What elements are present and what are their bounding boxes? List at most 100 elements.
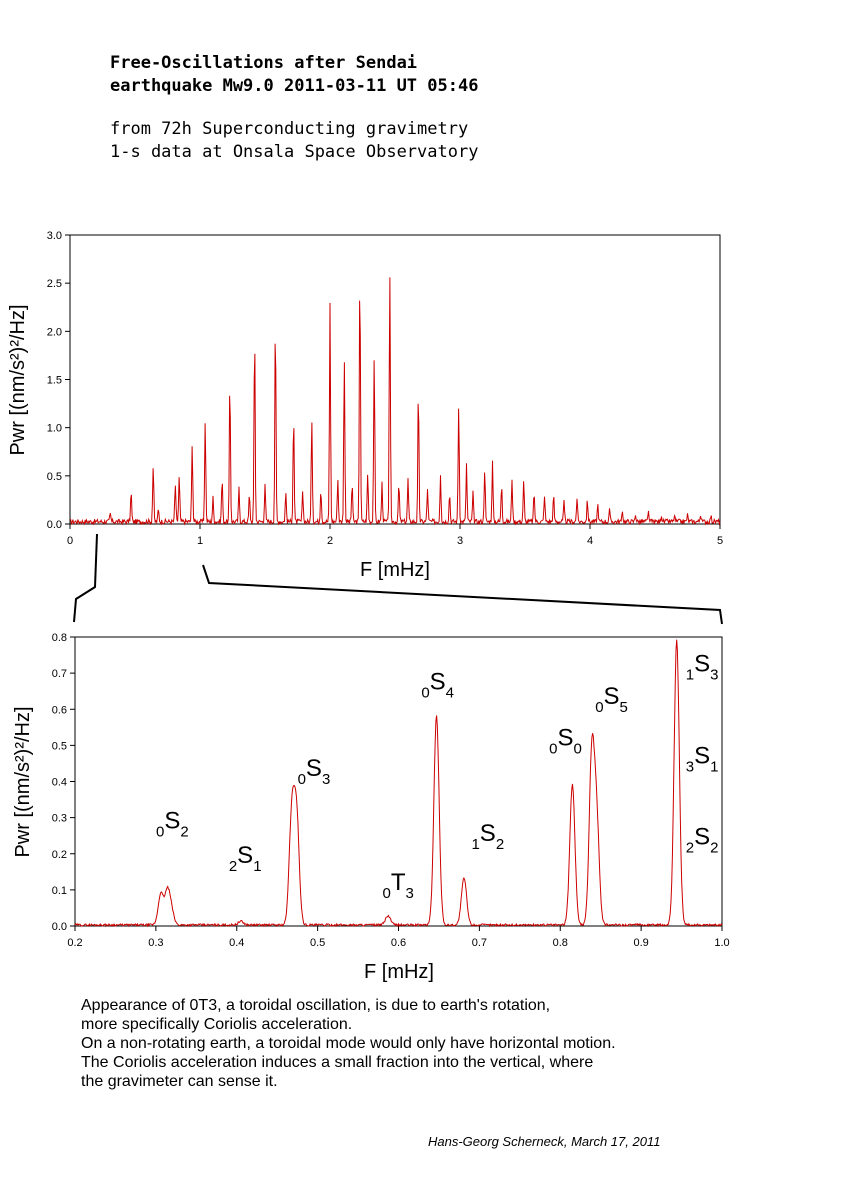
mode-label-1S2: 1S2 <box>471 820 504 853</box>
zoom-y-tick-label: 0.4 <box>52 777 67 789</box>
mode-label-prefix: 0 <box>421 684 429 701</box>
mode-label-letter: S <box>694 824 710 851</box>
overview-y-tick-label: 2.0 <box>47 326 62 338</box>
mode-label-0S2: 0S2 <box>156 807 189 840</box>
caption-line-4: The Coriolis acceleration induces a smal… <box>81 1054 594 1071</box>
mode-label-2S1: 2S1 <box>229 842 262 875</box>
overview-x-tick-label: 0 <box>67 535 73 547</box>
overview-y-ticks: 0.0 0.5 1.0 1.5 2.0 2.5 3.0 <box>47 230 70 531</box>
overview-x-tick-label: 1 <box>197 535 203 547</box>
mode-label-3S1: 3S1 <box>686 742 719 775</box>
mode-label-prefix: 0 <box>595 699 603 716</box>
zoom-connector-right <box>202 564 723 625</box>
mode-label-letter: S <box>694 650 710 677</box>
mode-label-2S2: 2S2 <box>686 824 719 857</box>
mode-label-subscript: 3 <box>710 666 718 683</box>
overview-y-axis-label: Pwr [(nm/s²)²/Hz] <box>7 304 29 455</box>
zoom-chart: 0.0 0.1 0.2 0.3 0.4 0.5 0.6 0.7 0.8 0.2 0.3 0.4 0.5… <box>12 632 730 983</box>
overview-plot-frame <box>69 234 721 525</box>
figure-subtitle: from 72h Superconducting gravimetry 1-s d… <box>110 118 478 164</box>
zoom-x-tick-label: 0.4 <box>229 937 244 949</box>
overview-x-tick-label: 4 <box>587 535 593 547</box>
overview-y-tick-label: 1.5 <box>47 375 62 387</box>
zoom-y-tick-label: 0.8 <box>52 632 67 644</box>
mode-label-prefix: 0 <box>298 771 306 788</box>
overview-spectrum-line <box>69 277 721 526</box>
title-line-1: Free-Oscillations after Sendai <box>110 53 418 73</box>
caption-line-5: the gravimeter can sense it. <box>81 1073 278 1090</box>
mode-label-letter: S <box>306 755 322 782</box>
mode-label-prefix: 3 <box>686 758 694 775</box>
mode-label-0S3: 0S3 <box>298 755 331 788</box>
mode-label-subscript: 3 <box>406 885 414 902</box>
zoom-y-ticks: 0.0 0.1 0.2 0.3 0.4 0.5 0.6 0.7 0.8 <box>52 632 75 933</box>
overview-x-tick-label: 2 <box>327 535 333 547</box>
zoom-y-tick-label: 0.2 <box>52 849 67 861</box>
mode-label-0S0: 0S0 <box>549 724 582 757</box>
caption-line-3: On a non-rotating earth, a toroidal mode… <box>81 1035 616 1052</box>
mode-label-letter: T <box>391 869 406 896</box>
title-line-2: earthquake Mw9.0 2011-03-11 UT 05:46 <box>110 76 479 96</box>
mode-label-letter: S <box>164 807 180 834</box>
zoom-connector-left <box>73 533 98 623</box>
mode-label-prefix: 0 <box>156 823 164 840</box>
overview-chart: 0.0 0.5 1.0 1.5 2.0 2.5 3.0 0 1 2 3 4 5 F [mHz] Pwr… <box>7 230 723 581</box>
mode-label-subscript: 0 <box>573 740 581 757</box>
subtitle-line-1: from 72h Superconducting gravimetry <box>110 119 469 139</box>
overview-x-ticks: 0 1 2 3 4 5 <box>67 524 723 547</box>
zoom-x-tick-label: 0.5 <box>310 937 325 949</box>
zoom-y-tick-label: 0.1 <box>52 885 67 897</box>
zoom-x-tick-label: 0.6 <box>391 937 406 949</box>
zoom-x-tick-label: 0.9 <box>633 937 648 949</box>
mode-label-prefix: 0 <box>383 885 391 902</box>
mode-label-subscript: 2 <box>180 823 188 840</box>
zoom-y-tick-label: 0.6 <box>52 704 67 716</box>
mode-label-0S5: 0S5 <box>595 683 628 716</box>
overview-y-tick-label: 0.0 <box>47 519 62 531</box>
zoom-x-ticks: 0.2 0.3 0.4 0.5 0.6 0.7 0.8 0.9 1.0 <box>67 926 730 949</box>
zoom-x-tick-label: 0.8 <box>553 937 568 949</box>
overview-y-tick-label: 3.0 <box>47 230 62 242</box>
mode-label-subscript: 2 <box>496 836 504 853</box>
mode-label-prefix: 2 <box>686 840 694 857</box>
mode-label-0T3: 0T3 <box>383 869 414 902</box>
mode-label-subscript: 4 <box>446 684 454 701</box>
figure-caption: Appearance of 0T3, a toroidal oscillatio… <box>81 996 781 1091</box>
mode-label-0S4: 0S4 <box>421 668 454 701</box>
mode-label-prefix: 2 <box>229 858 237 875</box>
caption-line-2: more specifically Coriolis acceleration. <box>81 1016 353 1033</box>
mode-label-letter: S <box>694 742 710 769</box>
mode-label-letter: S <box>237 842 253 869</box>
mode-label-letter: S <box>604 683 620 710</box>
mode-label-prefix: 1 <box>471 836 479 853</box>
mode-label-subscript: 2 <box>710 840 718 857</box>
overview-y-tick-label: 0.5 <box>47 471 62 483</box>
mode-label-prefix: 0 <box>549 740 557 757</box>
overview-x-axis-label: F [mHz] <box>360 559 430 581</box>
overview-x-tick-label: 5 <box>717 535 723 547</box>
zoom-y-tick-label: 0.7 <box>52 668 67 680</box>
zoom-x-tick-label: 0.3 <box>148 937 163 949</box>
zoom-y-tick-label: 0.3 <box>52 813 67 825</box>
mode-label-prefix: 1 <box>686 666 694 683</box>
figure-title: Free-Oscillations after Sendai earthquake… <box>110 52 478 98</box>
mode-label-letter: S <box>430 668 446 695</box>
subtitle-line-2: 1-s data at Onsala Space Observatory <box>110 142 479 162</box>
mode-label-1S3: 1S3 <box>686 650 719 683</box>
zoom-y-tick-label: 0.5 <box>52 740 67 752</box>
zoom-x-tick-label: 1.0 <box>714 937 729 949</box>
mode-label-subscript: 1 <box>710 758 718 775</box>
zoom-y-tick-label: 0.0 <box>52 921 67 933</box>
mode-label-subscript: 1 <box>253 858 261 875</box>
zoom-x-tick-label: 0.2 <box>67 937 82 949</box>
zoom-x-tick-label: 0.7 <box>472 937 487 949</box>
zoom-spectrum-line <box>74 639 723 928</box>
overview-x-tick-label: 3 <box>457 535 463 547</box>
mode-label-subscript: 5 <box>620 699 628 716</box>
mode-label-subscript: 3 <box>322 771 330 788</box>
overview-y-tick-label: 1.0 <box>47 423 62 435</box>
zoom-y-axis-label: Pwr [(nm/s²)²/Hz] <box>12 706 34 857</box>
mode-label-letter: S <box>480 820 496 847</box>
